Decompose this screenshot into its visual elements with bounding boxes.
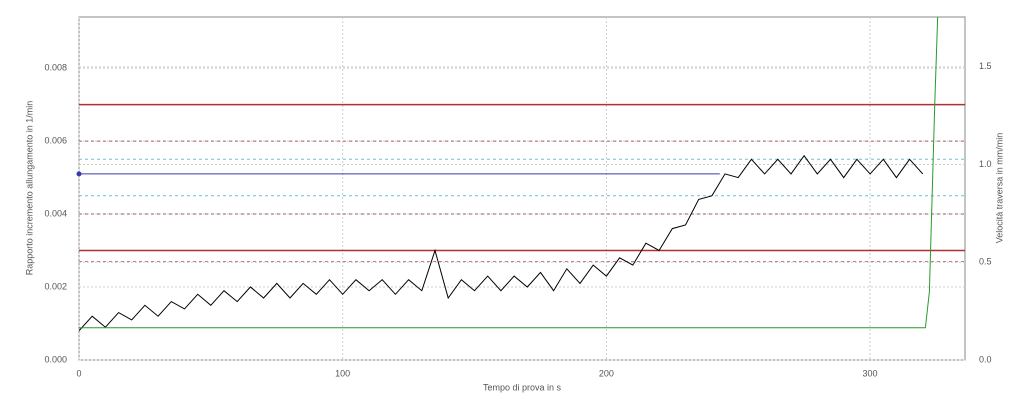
series-line [79, 154, 924, 332]
y-tick-label: 0.002 [44, 281, 67, 291]
y2-tick-label: 0.5 [979, 257, 992, 267]
y-tick-label: 0.000 [44, 354, 67, 364]
y-tick-label: 0.004 [44, 208, 67, 218]
y2-tick-label: 0.0 [979, 354, 992, 364]
x-tick-label: 300 [863, 368, 878, 378]
y-axis-label: Rapporto incremento allungamento in 1/mi… [24, 101, 34, 276]
y-tick-label: 0.006 [44, 135, 67, 145]
y2-tick-label: 1.0 [979, 159, 992, 169]
x-tick-label: 0 [76, 368, 81, 378]
plot-area [79, 17, 939, 332]
x-tick-label: 200 [599, 368, 614, 378]
series-line [79, 17, 939, 329]
series-marker [76, 171, 82, 177]
y2-tick-label: 1.5 [979, 61, 992, 71]
y2-axis-label: Velocità traversa in mm/min [994, 133, 1004, 244]
x-tick-label: 100 [335, 368, 350, 378]
x-axis-label: Tempo di prova in s [483, 382, 562, 392]
plot-frame [78, 16, 966, 361]
y-tick-label: 0.008 [44, 62, 67, 72]
